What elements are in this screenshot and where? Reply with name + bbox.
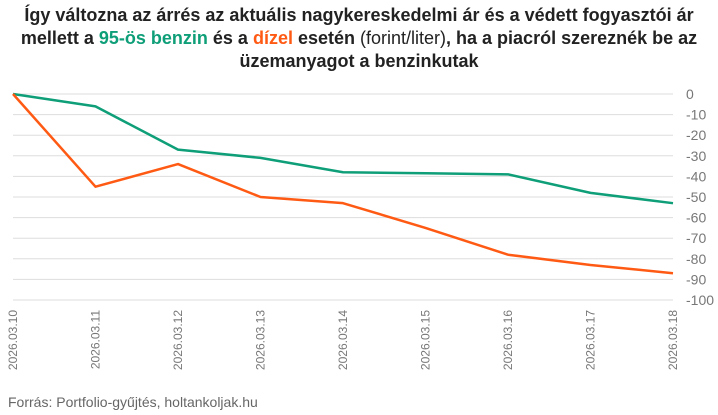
source-note: Forrás: Portfolio-gyűjtés, holtankoljak.… <box>8 394 258 410</box>
x-tick-label: 2026.03.16 <box>501 310 515 370</box>
y-tick-label: 0 <box>686 86 694 102</box>
title-text: és a <box>207 28 253 48</box>
y-tick-label: -20 <box>686 127 706 143</box>
y-tick-label: -70 <box>686 230 706 246</box>
y-tick-label: -10 <box>686 107 706 123</box>
series-line-dizel <box>12 93 674 275</box>
x-tick-label: 2026.03.17 <box>584 310 598 370</box>
chart-title: Így változna az árrés az aktuális nagyke… <box>0 4 718 73</box>
y-tick-label: -100 <box>686 292 714 308</box>
title-text: esetén <box>292 28 361 48</box>
y-tick-label: -80 <box>686 251 706 267</box>
y-tick-label: -30 <box>686 148 706 164</box>
x-tick-label: 2026.03.15 <box>419 310 433 370</box>
title-text: , ha a piacról szereznék be az üzemanyag… <box>239 28 698 71</box>
title-unit: (forint/liter) <box>360 28 447 48</box>
series-line-benzin <box>12 92 674 205</box>
title-text: Így változna az árrés az aktuális nagyke… <box>20 5 694 48</box>
title-benzin: 95-ös benzin <box>98 28 208 48</box>
x-tick-label: 2026.03.11 <box>89 310 103 369</box>
x-tick-label: 2026.03.14 <box>336 310 350 370</box>
y-tick-label: -60 <box>686 210 706 226</box>
x-tick-label: 2026.03.12 <box>171 310 185 370</box>
x-tick-label: 2026.03.10 <box>6 310 20 370</box>
x-tick-label: 2026.03.13 <box>254 310 268 370</box>
y-tick-label: -40 <box>686 168 706 184</box>
x-tick-label: 2026.03.18 <box>666 310 680 370</box>
title-dizel: dízel <box>252 28 293 48</box>
y-tick-label: -90 <box>686 271 706 287</box>
y-tick-label: -50 <box>686 189 706 205</box>
